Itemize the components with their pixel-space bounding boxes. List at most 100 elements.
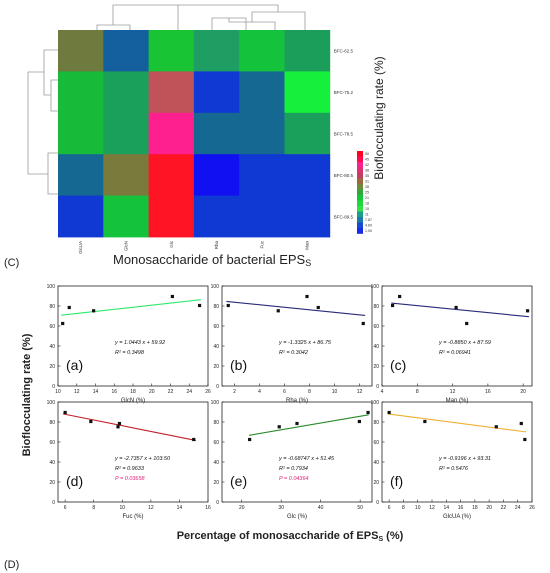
colorbar-swatch (357, 195, 363, 201)
x-tick-label: 20 (239, 505, 245, 511)
x-tick-label: 10 (415, 505, 421, 511)
subplot-label: (a) (66, 357, 83, 373)
heatmap-column-label: Glc (169, 240, 174, 248)
heatmap-cell (103, 30, 149, 72)
heatmap-column-label: Fuc (259, 240, 264, 248)
y-tick-label: 0 (216, 500, 219, 506)
x-tick-label: 18 (472, 505, 478, 511)
data-point (387, 410, 391, 415)
x-tick-label: 26 (529, 505, 535, 511)
heatmap-cell (284, 112, 331, 155)
colorbar-swatch (357, 217, 363, 223)
y-tick-label: 0 (376, 500, 379, 506)
heatmap-xlabel-main: Monosaccharide of bacterial EPS (113, 252, 306, 267)
heatmap-row-label: BFC-75.2 (334, 90, 354, 95)
heatmap-cell (193, 71, 240, 114)
data-point (277, 425, 281, 429)
x-tick-label: 4 (258, 389, 261, 395)
heatmap-column-label: GlcN (123, 241, 128, 251)
panel-label-c: (C) (4, 257, 19, 269)
heatmap-cell (239, 112, 285, 155)
y-tick-label: 40 (49, 344, 55, 350)
colorbar-swatch (357, 173, 363, 179)
subplot-e: 0 20 40 60 80 100 20 30 40 50 Glc (%) y = -0.68747 … (211, 400, 373, 520)
data-point (226, 303, 230, 308)
heatmap-cell (103, 195, 149, 238)
y-tick-label: 20 (213, 480, 219, 486)
x-tick-label: 14 (93, 389, 99, 395)
y-tick-label: 20 (373, 480, 379, 486)
heatmap-ylabel: Bioflocculating rate (%) (372, 56, 386, 179)
x-tick-label: 22 (501, 505, 507, 511)
x-tick-label: 50 (357, 505, 363, 511)
x-tick-label: 6 (283, 389, 286, 395)
y-tick-label: 20 (49, 480, 55, 486)
y-tick-label: 80 (49, 304, 55, 310)
colorbar-swatch (357, 184, 363, 190)
colorbar-tick-label: 25 (365, 191, 369, 195)
heatmap-cell (103, 112, 149, 155)
colorbar-swatch (357, 151, 363, 157)
heatmap-cell (239, 71, 285, 114)
colorbar-tick-label: 45 (365, 158, 369, 162)
heatmap-column-label: GlcUA (78, 241, 83, 254)
r-squared: R² = 0.9633 (115, 466, 145, 472)
colorbar-tick-label: 11 (365, 213, 369, 217)
heatmap-row-label: BFC-62.5 (334, 49, 354, 54)
x-tick-label: 20 (149, 389, 155, 395)
regression-equation: y = -0.8850 x + 87.59 (438, 340, 491, 346)
data-point (465, 321, 469, 326)
heatmap-cell (193, 195, 240, 238)
subplot-a: 0 20 40 60 80 100 10 12 14 16 18 20 22 24 26 GlcN (%) y … (47, 284, 211, 404)
regression-line (226, 300, 366, 317)
plot-frame (221, 401, 373, 503)
colorbar-swatch (357, 162, 363, 168)
x-tick-label: 24 (515, 505, 521, 511)
data-point (398, 294, 402, 299)
plot-frame (381, 401, 533, 503)
panel-label-d: (D) (4, 559, 19, 571)
data-point (276, 309, 280, 313)
data-point (494, 425, 498, 429)
x-axis-label: Man (%) (446, 398, 469, 404)
heatmap-row-labels: BFC-62.5 BFC-75.2 BFC-78.5 BFC-80.5 BFC-89.5 (334, 49, 354, 220)
colorbar-tick-label: 42 (365, 163, 369, 167)
data-point (67, 305, 71, 310)
colorbar-tick-label: 21 (365, 196, 369, 200)
regression-line (388, 413, 526, 433)
regression-xlabel: Percentage of monosaccharide of EPSS (%) (177, 530, 404, 543)
x-tick-label: 30 (278, 505, 284, 511)
regression-line (391, 302, 529, 318)
y-tick-label: 20 (49, 364, 55, 370)
heatmap-cell (58, 195, 104, 238)
y-tick-label: 40 (213, 460, 219, 466)
y-tick-label: 100 (211, 400, 220, 406)
heatmap-cell (103, 71, 149, 114)
x-tick-label: 20 (520, 389, 526, 395)
colorbar-swatch (357, 211, 363, 218)
y-tick-label: 60 (213, 324, 219, 330)
heatmap-cell (148, 154, 195, 196)
x-tick-label: 18 (130, 389, 136, 395)
regression-line (62, 413, 196, 441)
x-axis-label: GlcN (%) (121, 398, 145, 404)
data-point (197, 303, 202, 308)
x-tick-label: 24 (186, 389, 192, 395)
colorbar-swatch (357, 178, 363, 185)
x-tick-label: 2 (233, 389, 236, 395)
p-value: P = 0.03658 (115, 476, 146, 482)
x-tick-label: 12 (148, 505, 154, 511)
heatmap-cell (148, 30, 195, 72)
x-tick-label: 40 (318, 505, 324, 511)
x-tick-label: 14 (444, 505, 450, 511)
x-tick-label: 16 (458, 505, 464, 511)
heatmap-panel: BFC-62.5 BFC-75.2 BFC-78.5 BFC-80.5 BFC-89.5… (4, 4, 386, 269)
x-tick-label: 6 (388, 505, 391, 511)
heatmap-cell (239, 195, 285, 238)
data-point (454, 305, 458, 310)
x-tick-label: 14 (177, 505, 183, 511)
colorbar-swatch (357, 167, 363, 174)
data-point (63, 410, 67, 415)
r-squared: R² = 0.7934 (279, 466, 308, 472)
